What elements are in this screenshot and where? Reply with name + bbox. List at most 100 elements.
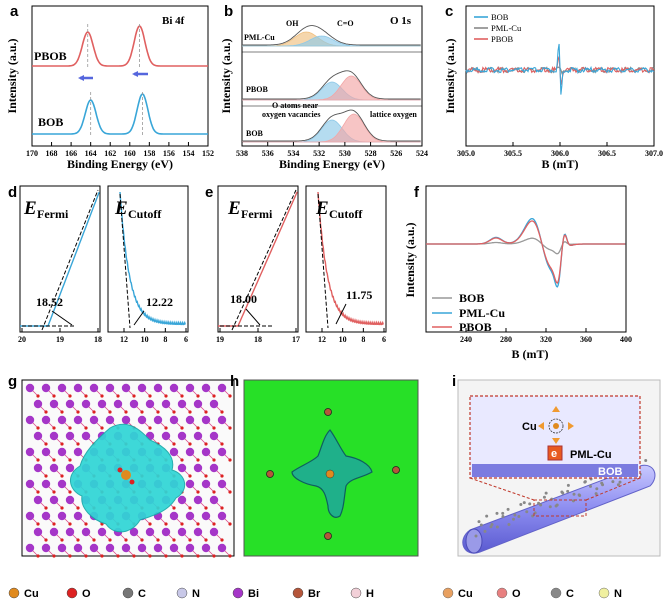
pml-atom: [531, 514, 535, 518]
o-atom: [116, 394, 120, 398]
o-atom: [172, 410, 176, 414]
pml-atom: [511, 517, 515, 521]
bi-atom: [217, 511, 227, 521]
fermi-tick-label: 18: [254, 335, 262, 344]
pml-atom: [522, 501, 526, 505]
fermi-tick-label: 17: [292, 335, 300, 344]
e-fermi-sub: Fermi: [241, 207, 273, 221]
e-cutoff-sub: Cutoff: [329, 207, 363, 221]
o-atom: [92, 410, 96, 414]
bi-atom: [185, 511, 195, 521]
plot-frame-b: [241, 5, 423, 147]
legend-label-h: H: [366, 588, 374, 600]
bi-atom: [113, 399, 123, 409]
o-atom: [76, 506, 80, 510]
bi-atom: [169, 543, 179, 553]
legend-label-pmlcu-f: PML-Cu: [459, 306, 505, 320]
component-peak: [242, 113, 421, 143]
e-fermi-value: 18.00: [230, 292, 257, 306]
pml-atom: [561, 491, 565, 495]
o-atom: [44, 474, 48, 478]
bi-atom: [89, 415, 99, 425]
o-atom: [84, 522, 88, 526]
d-series-group: [20, 189, 186, 331]
o-atom: [44, 410, 48, 414]
o-atom: [196, 458, 200, 462]
bob-substrate: [472, 464, 638, 477]
o-atom: [188, 474, 192, 478]
legend-label-c: C: [138, 588, 146, 600]
o-atom: [196, 394, 200, 398]
e-fermi-label: E: [227, 198, 241, 219]
pml-atom: [644, 458, 648, 462]
o-atom: [172, 538, 176, 542]
zoom-line: [469, 477, 535, 501]
bi-atom: [41, 543, 51, 553]
o-atom: [220, 538, 224, 542]
o-atom: [228, 426, 232, 430]
o-atom: [52, 554, 56, 558]
o-atom: [68, 490, 72, 494]
o-atom: [100, 554, 104, 558]
bi-atom: [81, 527, 91, 537]
o-atom: [204, 410, 208, 414]
fermi-fit-line: [41, 189, 99, 331]
legend-label-o: O: [82, 588, 91, 600]
br-atom: [324, 408, 332, 416]
fermi-tick-label: 18: [94, 335, 102, 344]
bi-atom: [145, 399, 155, 409]
legend-label-n: N: [192, 588, 200, 600]
pml-atom: [495, 511, 499, 515]
bi-atom: [41, 383, 51, 393]
pml-atom: [588, 484, 592, 488]
bi-atom: [41, 511, 51, 521]
ylabel-b: Intensity (a.u.): [219, 38, 233, 113]
o-atom: [212, 458, 216, 462]
title-a: Bi 4f: [162, 15, 185, 27]
panel-h: h: [230, 373, 419, 557]
bi-atom: [177, 431, 187, 441]
pml-atom: [477, 520, 481, 524]
bi-atom: [25, 383, 35, 393]
legend-label-pbob-f: PBOB: [459, 320, 492, 334]
bi-atom: [25, 511, 35, 521]
o-atom: [84, 394, 88, 398]
legend-label-pbob-c: PBOB: [491, 34, 514, 44]
f-xticks: 240 280 320 360 400: [460, 328, 632, 344]
o-atom: [180, 522, 184, 526]
o-atom: [68, 426, 72, 430]
legend-swatch-h: [350, 587, 362, 599]
bi-atom: [193, 495, 203, 505]
bi-atom: [201, 479, 211, 489]
pml-atom: [501, 514, 505, 518]
pml-atom: [544, 491, 548, 495]
envelope-2: [242, 109, 421, 142]
o-atom: [76, 538, 80, 542]
bi-atom: [73, 543, 83, 553]
pml-atom: [595, 487, 599, 491]
pml-atom: [495, 525, 499, 529]
plot-frame-a: [31, 5, 209, 147]
series-label-pbob-b: PBOB: [246, 85, 268, 94]
xlabel-f: B (mT): [512, 347, 549, 361]
pml-atom: [616, 483, 620, 487]
bi-atom: [193, 399, 203, 409]
o-atom: [220, 474, 224, 478]
o-atom: [36, 426, 40, 430]
legend-label-cu: Cu: [24, 588, 39, 600]
d-cutoff-label: E: [114, 198, 128, 219]
o-atom: [44, 538, 48, 542]
cu-label-i: Cu: [522, 421, 537, 433]
panel-label-b: b: [224, 3, 233, 20]
f-tick-label: 240: [460, 335, 472, 344]
bi-atom: [41, 479, 51, 489]
bi-atom: [169, 511, 179, 521]
pml-atom: [474, 534, 478, 538]
annotation-lattice: lattice oxygen: [370, 110, 417, 119]
cu-center-atom: [553, 423, 559, 429]
e-xticks: 19 18 17 12 10 8 6: [216, 328, 386, 344]
bi-atom: [121, 415, 131, 425]
a-xticks: 170 168 166 164 162 160 158 156 154 152: [26, 142, 214, 158]
f-tick-label: 360: [580, 335, 592, 344]
bi-atom: [105, 543, 115, 553]
